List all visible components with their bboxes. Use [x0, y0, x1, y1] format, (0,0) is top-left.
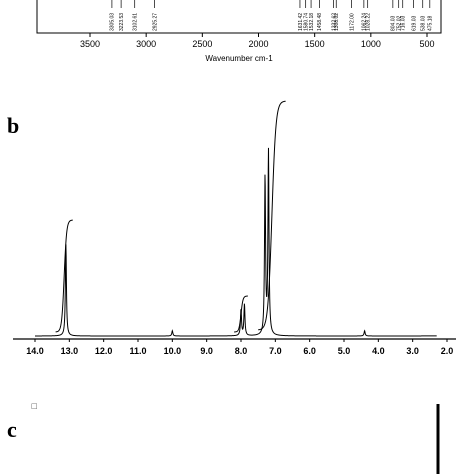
panel-b-letter: b: [7, 113, 19, 138]
panel-b-x-tick-label: 5.0: [338, 346, 351, 356]
panel-a-x-tick-label: 3500: [80, 39, 100, 49]
panel-a-peak-label: 804.03: [391, 15, 397, 31]
panel-a-peak-label: 1458.48: [317, 13, 323, 31]
panel-b-x-tick-label: 2.0: [441, 346, 454, 356]
panel-a-peak-label: 1308.02: [334, 13, 340, 31]
panel-b-integral-curve: [55, 219, 73, 333]
panel-a-peak-label: 3223.53: [119, 13, 125, 31]
panel-a-peak-label: 538.03: [421, 15, 427, 31]
panel-a-x-tick-label: 1500: [305, 39, 325, 49]
panel-a-x-tick-label: 2500: [192, 39, 212, 49]
panel-a-frame: [36, 0, 442, 34]
panel-b-x-tick-label: 10.0: [164, 346, 182, 356]
panel-b-spectrum-line: [35, 147, 437, 337]
panel-a-peak-label: 3102.61: [133, 13, 139, 31]
panel-a-x-tick-label: 500: [419, 39, 434, 49]
panel-b-x-tick-label: 9.0: [200, 346, 213, 356]
panel-b-x-ticks: 14.0 13.0 12.0 11.0 10.0 9.0 8.0 7.0 6.0 5.0 4.0 3.…: [26, 339, 453, 356]
panel-a-x-tick-label: 2000: [248, 39, 268, 49]
panel-a-peak-label: 1580.74: [303, 13, 309, 31]
panel-b-x-tick-label: 8.0: [235, 346, 248, 356]
panel-b-nmr-spectrum: 14.0 13.0 12.0 11.0 10.0 9.0 8.0 7.0 6.0 5.0 4.0 3.…: [13, 100, 456, 356]
panel-a-peak-label: 2925.27: [152, 13, 158, 31]
panel-a-peak-label: 1532.18: [309, 13, 315, 31]
panel-b-x-tick-label: 3.0: [406, 346, 419, 356]
panel-b-x-tick-label: 4.0: [372, 346, 385, 356]
panel-a-x-tick-label: 1000: [361, 39, 381, 49]
panel-b-x-tick-label: 6.0: [303, 346, 316, 356]
panel-a-peak-label: 1631.42: [298, 13, 304, 31]
panel-b-integral-curve: [234, 295, 248, 333]
panel-b-x-tick-label: 13.0: [61, 346, 79, 356]
panel-a-peak-label: 1332.62: [331, 13, 337, 31]
panel-a-peak-label: 619.03: [411, 15, 417, 31]
panel-b-integral-curves: [55, 100, 286, 333]
panel-a-peak-label: 752.02: [396, 15, 402, 31]
panel-a-peak-label: 1062.24: [362, 13, 368, 31]
panel-c-small-mark: □: [31, 402, 38, 410]
panel-a-peak-label: 3305.03: [110, 13, 116, 31]
panel-c-letter: c: [7, 417, 17, 442]
panel-a-peak-label: 716.03: [401, 15, 407, 31]
panel-a-ir-spectrum: 3500 3000 2500 2000 1500 1000 500 3305.03 3223.…: [36, 0, 442, 63]
panel-a-peak-label: 475.18: [428, 15, 434, 31]
panel-a-x-axis-label: Wavenumber cm-1: [205, 54, 273, 63]
panel-a-x-ticks: 3500 3000 2500 2000 1500 1000 500: [80, 33, 435, 49]
panel-a-peak-label: 1028.22: [365, 13, 371, 31]
panel-b-integral-curve: [258, 100, 286, 331]
panel-b-x-tick-label: 14.0: [26, 346, 44, 356]
panel-b-x-tick-label: 12.0: [95, 346, 113, 356]
panel-b-x-tick-label: 11.0: [129, 346, 146, 356]
panel-a-x-tick-label: 3000: [136, 39, 156, 49]
panel-b-x-tick-label: 7.0: [269, 346, 282, 356]
panel-a-peak-label: 1172.00: [349, 13, 355, 31]
panel-a-peak-labels: 3305.03 3223.53 3102.61 2925.27 1631.42 1580.…: [110, 0, 434, 31]
